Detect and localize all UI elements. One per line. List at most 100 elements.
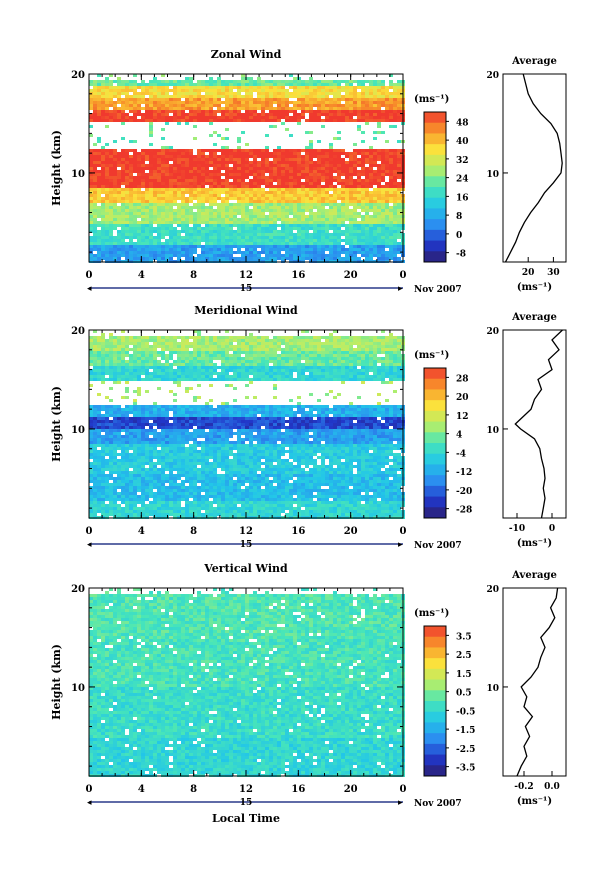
colorbar-tick-label: 20 (456, 393, 469, 403)
y-tick-label: 20 (71, 326, 85, 337)
average-x-tick-label: -10 (509, 524, 525, 534)
colorbar-tick-label: 2.5 (456, 651, 472, 661)
x-tick-label: 0 (86, 784, 93, 795)
svg-text:▸: ▸ (398, 284, 403, 294)
x-tick-label: 20 (344, 526, 358, 537)
average-panel: Average -0.2 0.0 10 20 (ms⁻¹) (486, 570, 567, 807)
x-tick-label: 4 (138, 784, 145, 795)
y-axis-label: Height (km) (50, 386, 63, 462)
colorbar-tick-label: -0.5 (456, 707, 475, 717)
colorbar: (ms⁻¹) 48 40 32 24 16 8 0 -8 (414, 94, 469, 263)
y-axis-label: Height (km) (50, 644, 63, 720)
x-tick-label: 8 (190, 270, 197, 281)
average-x-label: (ms⁻¹) (517, 796, 552, 807)
colorbar-tick-label: 3.5 (456, 632, 472, 642)
y-tick-label: 10 (71, 425, 85, 436)
average-y-tick-label: 10 (486, 684, 499, 694)
date-label: Nov 2007 (414, 541, 462, 551)
x-tick-label: 20 (344, 270, 358, 281)
colorbar-tick-label: 16 (456, 193, 469, 203)
x-tick-label: 12 (239, 784, 253, 795)
colorbar: (ms⁻¹) 3.5 2.5 1.5 0.5 -0.5 -1.5 -2.5 -3.5 (414, 608, 475, 777)
average-profile-line (516, 587, 559, 777)
average-title: Average (511, 56, 557, 67)
average-y-tick-label: 10 (486, 170, 499, 180)
colorbar-tick-label: 1.5 (456, 670, 472, 680)
x-tick-label: 4 (138, 526, 145, 537)
x-tick-label: 0 (86, 270, 93, 281)
colorbar-tick-label: -1.5 (456, 726, 475, 736)
x-axis-label: Local Time (212, 812, 280, 825)
average-x-tick-label: 30 (547, 268, 560, 278)
x-tick-label: 16 (291, 270, 305, 281)
y-tick-label: 20 (71, 70, 85, 81)
colorbar-unit: (ms⁻¹) (414, 350, 449, 361)
average-x-label: (ms⁻¹) (517, 282, 552, 293)
svg-text:◂: ◂ (87, 284, 92, 294)
x-tick-label: 12 (239, 270, 253, 281)
average-x-tick-label: -0.2 (514, 782, 533, 792)
panel-title: Meridional Wind (194, 304, 298, 317)
x-tick-label: 0 (400, 526, 407, 537)
day-label: 15 (240, 540, 253, 550)
average-y-tick-label: 20 (486, 71, 499, 81)
average-y-tick-label: 20 (486, 327, 499, 337)
x-tick-label: 16 (291, 784, 305, 795)
colorbar-tick-label: 28 (456, 374, 469, 384)
colorbar-unit: (ms⁻¹) (414, 608, 449, 619)
average-title: Average (511, 570, 557, 581)
colorbar-tick-label: -12 (456, 468, 472, 478)
date-label: Nov 2007 (414, 285, 462, 295)
y-axis-label: Height (km) (50, 130, 63, 206)
colorbar-tick-label: 0.5 (456, 689, 472, 699)
average-profile-line (514, 329, 563, 519)
colorbar-tick-label: -20 (456, 487, 472, 497)
x-tick-label: 20 (344, 784, 358, 795)
colorbar-tick-label: 8 (456, 212, 462, 222)
panel-title: Zonal Wind (211, 48, 282, 61)
colorbar-tick-label: -4 (456, 449, 466, 459)
x-tick-label: 12 (239, 526, 253, 537)
colorbar-tick-label: -28 (456, 506, 472, 516)
average-y-tick-label: 10 (486, 426, 499, 436)
day-label: 15 (240, 284, 253, 294)
colorbar-tick-label: 24 (456, 175, 469, 185)
x-tick-label: 0 (400, 270, 407, 281)
average-x-tick-label: 0 (549, 524, 555, 534)
x-tick-label: 8 (190, 526, 197, 537)
heatmap (89, 330, 405, 519)
colorbar: (ms⁻¹) 28 20 12 4 -4 -12 -20 -28 (414, 350, 472, 519)
average-x-label: (ms⁻¹) (517, 538, 552, 549)
colorbar-tick-label: 48 (456, 118, 469, 128)
date-label: Nov 2007 (414, 799, 462, 809)
average-title: Average (511, 312, 557, 323)
average-panel: Average 20 30 10 20 (ms⁻¹) (486, 56, 567, 293)
x-tick-label: 8 (190, 784, 197, 795)
heatmap (89, 588, 405, 777)
panel-title: Vertical Wind (203, 562, 288, 575)
x-tick-label: 0 (86, 526, 93, 537)
y-tick-label: 10 (71, 683, 85, 694)
colorbar-tick-label: -3.5 (456, 764, 475, 774)
heatmap (89, 74, 405, 263)
average-profile-line (504, 73, 563, 263)
x-tick-label: 4 (138, 270, 145, 281)
colorbar-tick-label: -2.5 (456, 745, 475, 755)
average-x-tick-label: 20 (522, 268, 535, 278)
panel-2: Meridional Wind 0 4 8 12 16 20 0 10 20 Height (km)… (50, 304, 567, 551)
colorbar-tick-label: -8 (456, 250, 466, 260)
average-panel: Average -10 0 10 20 (ms⁻¹) (486, 312, 567, 549)
colorbar-tick-label: 40 (456, 137, 469, 147)
colorbar-tick-label: 32 (456, 156, 469, 166)
colorbar-unit: (ms⁻¹) (414, 94, 449, 105)
average-x-tick-label: 0.0 (544, 782, 560, 792)
x-tick-label: 16 (291, 526, 305, 537)
x-tick-label: 0 (400, 784, 407, 795)
day-label: 15 (240, 798, 253, 808)
average-y-tick-label: 20 (486, 585, 499, 595)
colorbar-tick-label: 12 (456, 412, 469, 422)
colorbar-tick-label: 4 (456, 431, 462, 441)
